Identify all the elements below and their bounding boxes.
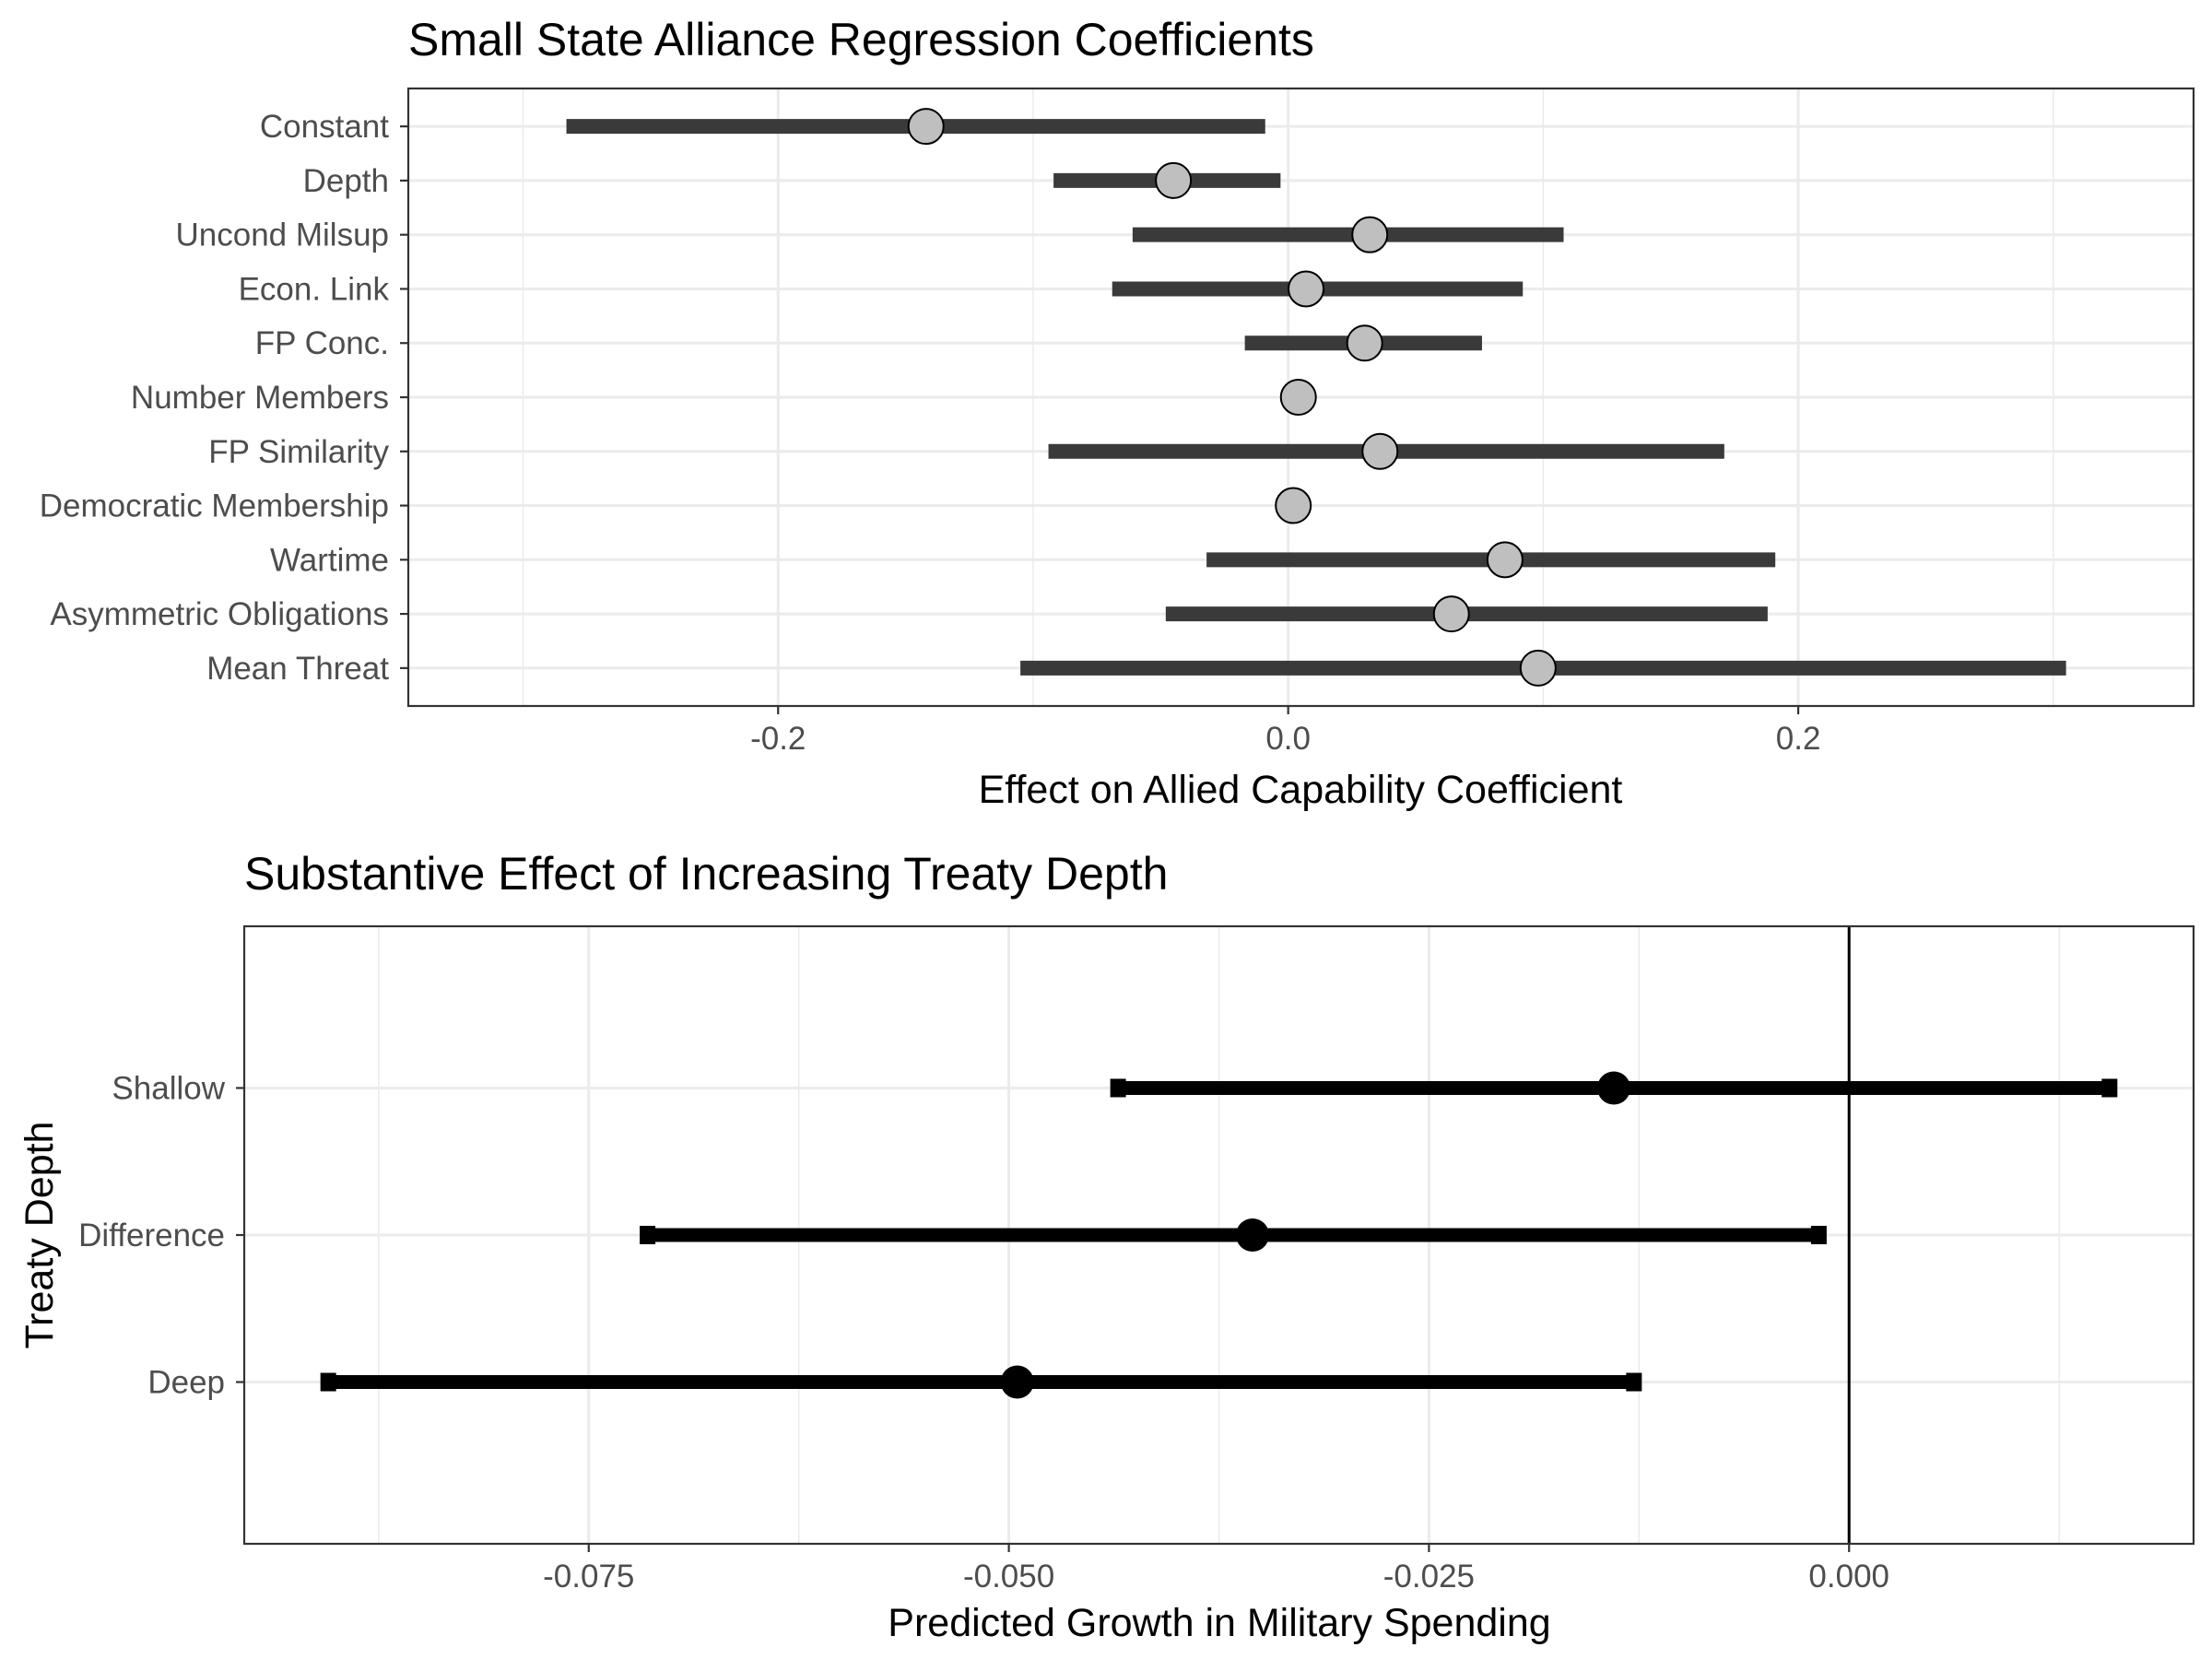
point-estimate (1155, 161, 1193, 199)
y-tick-label: Constant (260, 109, 389, 145)
interval-cap-upper (1810, 1226, 1827, 1244)
x-axis: -0.2 0.0 0.2 (750, 706, 1820, 757)
x-axis-title: Predicted Growth in Military Spending (888, 1601, 1550, 1645)
point-estimate (1519, 649, 1557, 687)
y-tick-label: Shallow (112, 1070, 225, 1106)
x-tick-label: -0.075 (543, 1559, 634, 1594)
interval-cap-lower (1110, 1078, 1126, 1098)
interval-cap-lower (320, 1372, 336, 1392)
point-estimate (1351, 216, 1389, 253)
point-estimate (1432, 595, 1470, 633)
point-estimate (1288, 270, 1325, 308)
chart-title: Small State Alliance Regression Coeffici… (408, 14, 1314, 65)
y-tick-label: Number Members (131, 380, 389, 416)
x-tick-label: 0.2 (1776, 721, 1821, 757)
y-tick-label: Asymmetric Obligations (50, 596, 389, 632)
y-tick-label: Democratic Membership (40, 488, 389, 524)
y-tick-label: Mean Threat (206, 651, 389, 687)
y-tick-label: FP Similarity (208, 434, 389, 470)
point-estimate (1279, 379, 1317, 416)
coefficient-chart: Small State Alliance Regression Coeffici… (40, 14, 2195, 812)
y-tick-label: Econ. Link (239, 271, 390, 307)
point-estimate (907, 108, 945, 146)
y-tick-label: Deep (147, 1365, 225, 1401)
y-tick-label: FP Conc. (255, 325, 389, 361)
x-axis-title: Effect on Allied Capability Coefficient (979, 768, 1623, 812)
y-tick-label: Wartime (270, 542, 389, 578)
x-tick-label: 0.000 (1808, 1559, 1889, 1594)
point-estimate (1235, 1218, 1269, 1252)
y-axis: Constant Depth Uncond Milsup Econ. Link FP C… (40, 109, 408, 687)
y-tick-label: Uncond Milsup (176, 218, 390, 253)
y-tick-label: Difference (78, 1218, 225, 1253)
point-estimate (1346, 324, 1383, 362)
point-estimate (1275, 487, 1312, 524)
y-axis-title: Treaty Depth (18, 1122, 62, 1349)
chart-title: Substantive Effect of Increasing Treaty … (244, 848, 1168, 900)
point-estimate (1596, 1071, 1630, 1105)
x-tick-label: 0.0 (1265, 721, 1311, 757)
point-estimate (1000, 1365, 1034, 1399)
x-tick-label: -0.025 (1383, 1559, 1475, 1594)
interval-cap-lower (640, 1226, 656, 1244)
interval-cap-upper (2101, 1078, 2118, 1098)
y-axis: Shallow Difference Deep (78, 1070, 244, 1401)
x-axis: -0.075 -0.050 -0.025 0.000 (543, 1544, 1889, 1594)
x-tick-label: -0.2 (750, 721, 806, 757)
y-tick-label: Depth (303, 163, 389, 199)
intervals (320, 1071, 2118, 1399)
treaty-depth-chart: Substantive Effect of Increasing Treaty … (18, 848, 2195, 1645)
interval-cap-upper (1626, 1372, 1642, 1392)
intervals (566, 108, 2066, 687)
x-tick-label: -0.050 (963, 1559, 1054, 1594)
point-estimate (1486, 541, 1524, 579)
point-estimate (1361, 432, 1399, 470)
